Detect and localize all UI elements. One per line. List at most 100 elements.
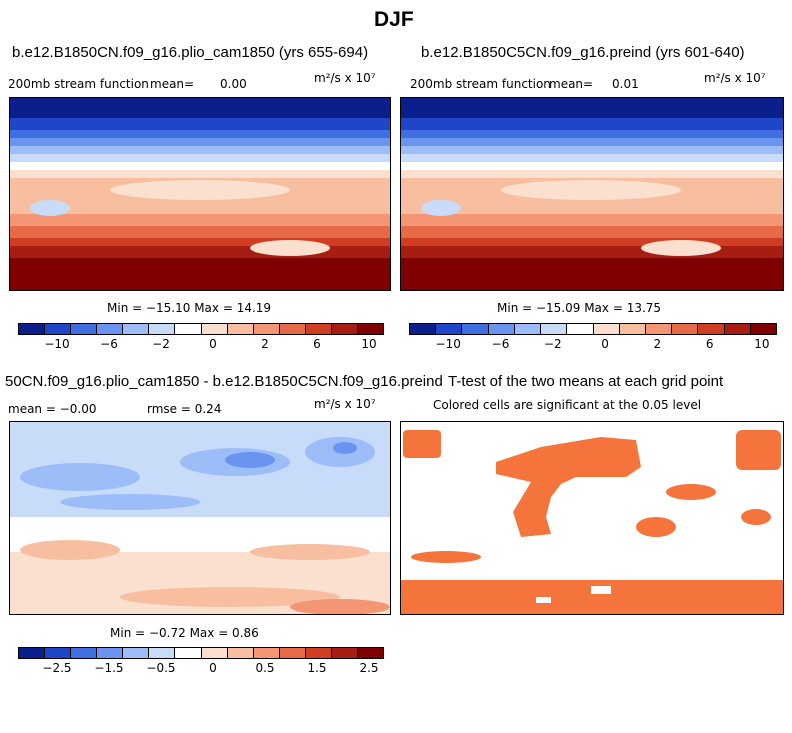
colorbar-tick-label: 0.5 — [255, 661, 275, 675]
diff-blob-north-pacific — [20, 463, 140, 491]
colorbar-swatch — [97, 648, 124, 658]
colorbar-tick-label: 2.5 — [359, 661, 379, 675]
field-band — [10, 114, 390, 119]
field-band — [10, 118, 390, 123]
diff-blob-tropics-east — [250, 544, 370, 560]
field-anomaly-patch — [421, 200, 461, 216]
field-band — [401, 218, 783, 223]
field-anomaly-patch — [30, 200, 70, 216]
panel4-field — [401, 430, 783, 614]
colorbar-swatch — [750, 324, 777, 334]
field-band — [401, 198, 783, 203]
field-band — [401, 158, 783, 163]
colorbar-swatch — [19, 324, 46, 334]
sig-region-southwest — [411, 551, 481, 563]
field-band — [10, 214, 390, 219]
colorbar-swatch — [619, 324, 646, 334]
field-band — [401, 230, 783, 235]
colorbar-swatch — [436, 324, 463, 334]
panel2-map — [400, 97, 784, 291]
field-band — [10, 218, 390, 223]
colorbar-swatch — [698, 324, 725, 334]
field-band — [401, 170, 783, 175]
field-band — [401, 262, 783, 267]
field-band — [401, 142, 783, 147]
panel2-mean-label: mean= — [549, 77, 594, 91]
colorbar-swatch — [201, 324, 228, 334]
panel4-title: T-test of the two means at each grid poi… — [448, 373, 724, 390]
field-band — [10, 250, 390, 255]
diff-blob-atlantic-core — [333, 442, 357, 454]
field-band — [10, 98, 390, 103]
field-band — [401, 286, 783, 290]
field-band — [401, 130, 783, 135]
colorbar-swatch — [488, 324, 515, 334]
colorbar-tick-label: −1.5 — [94, 661, 124, 675]
panel1-variable: 200mb stream function — [8, 77, 149, 91]
field-band — [401, 126, 783, 131]
panel1-units: m²/s x 10⁷ — [314, 71, 376, 85]
colorbar-tick-label: −6 — [491, 337, 510, 351]
sig-gap-1 — [536, 597, 551, 603]
field-band — [401, 174, 783, 179]
sig-region-southern-ocean — [401, 580, 783, 614]
colorbar-swatch — [567, 324, 594, 334]
field-anomaly-patch — [501, 180, 681, 200]
field-band — [10, 146, 390, 151]
panel1-min-max: Min = −15.10 Max = 14.19 — [107, 301, 272, 315]
field-band — [10, 134, 390, 139]
field-band — [10, 286, 390, 290]
field-band — [401, 150, 783, 155]
field-band — [401, 146, 783, 151]
colorbar-swatch — [462, 324, 489, 334]
panel2-colorbar-ticks: −10 −6 −2 0 2 6 10 — [409, 337, 775, 353]
colorbar-tick-label: −10 — [435, 337, 461, 351]
colorbar-swatch — [305, 324, 332, 334]
field-band — [401, 202, 783, 207]
colorbar-tick-label: 2 — [261, 337, 269, 351]
field-band — [401, 222, 783, 227]
field-band — [10, 198, 390, 203]
colorbar-tick-label: 6 — [313, 337, 321, 351]
field-band — [401, 278, 783, 283]
colorbar-tick-label: −2 — [152, 337, 170, 351]
colorbar-swatch — [724, 324, 751, 334]
panel1-field — [10, 98, 390, 290]
colorbar-swatch — [410, 324, 437, 334]
field-band — [10, 166, 390, 171]
field-band — [10, 150, 390, 155]
colorbar-swatch — [593, 324, 620, 334]
field-band — [401, 282, 783, 287]
field-band — [10, 170, 390, 175]
field-band — [401, 238, 783, 243]
colorbar-swatch — [71, 324, 98, 334]
colorbar-tick-label: 10 — [361, 337, 377, 351]
panel2-title: b.e12.B1850C5CN.f09_g16.preind (yrs 601-… — [421, 44, 745, 61]
field-band — [401, 166, 783, 171]
colorbar-tick-label: −2.5 — [42, 661, 72, 675]
field-band — [10, 246, 390, 251]
field-band — [10, 230, 390, 235]
panel3-title: 50CN.f09_g16.plio_cam1850 - b.e12.B1850C… — [5, 373, 443, 390]
colorbar-swatch — [305, 648, 332, 658]
field-band — [10, 234, 390, 239]
sig-region-northwest — [403, 430, 441, 458]
sig-region-east — [741, 509, 771, 525]
panel3-mean: mean = −0.00 — [8, 402, 97, 416]
panel3-map — [9, 421, 391, 615]
field-band — [401, 254, 783, 259]
panel2-mean-value: 0.01 — [612, 77, 639, 91]
panel2-field — [401, 98, 783, 290]
colorbar-swatch — [71, 648, 98, 658]
field-band — [10, 202, 390, 207]
colorbar-swatch — [331, 324, 359, 334]
field-band — [401, 234, 783, 239]
colorbar-tick-label: 10 — [754, 337, 770, 351]
field-band — [401, 106, 783, 111]
colorbar-tick-label: 2 — [653, 337, 662, 351]
colorbar-swatch — [19, 648, 46, 658]
field-band — [10, 282, 390, 287]
field-band — [10, 270, 390, 275]
field-band — [10, 174, 390, 179]
panel1-colorbar — [18, 323, 384, 335]
